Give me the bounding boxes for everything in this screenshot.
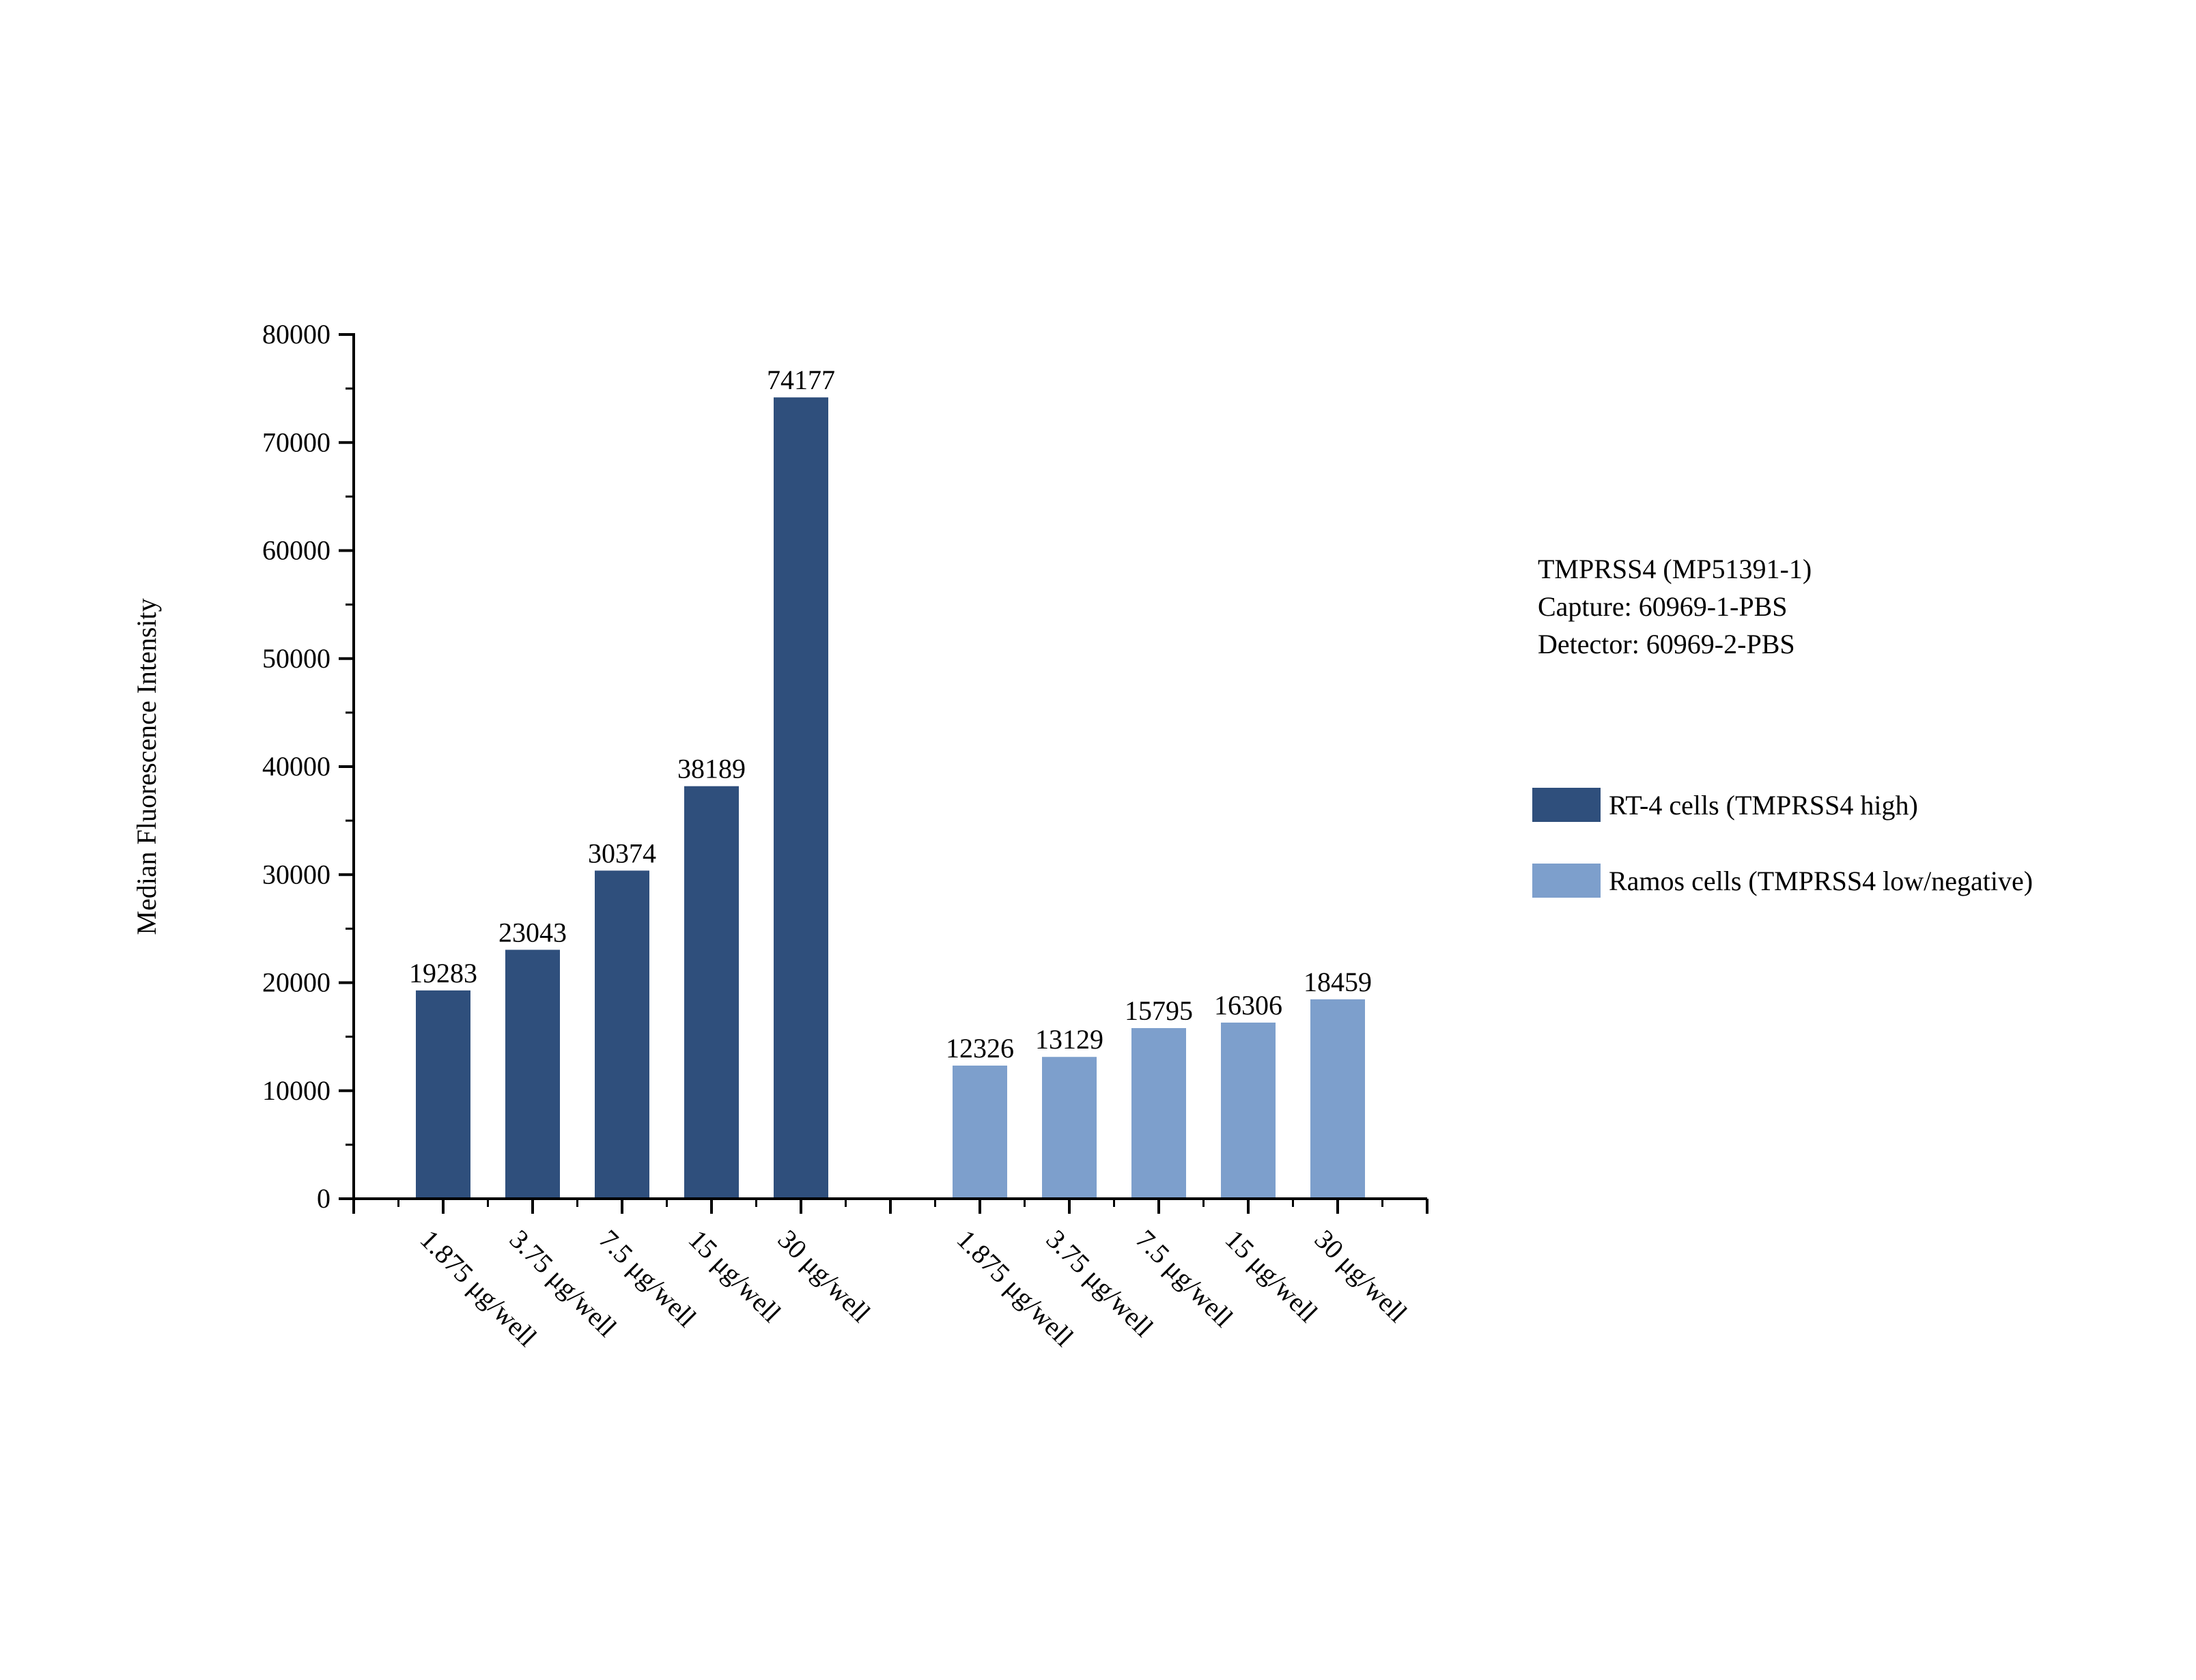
legend-swatch-ramos [1532, 864, 1601, 898]
bar [684, 786, 739, 1199]
annotation-block: TMPRSS4 (MP51391-1) Capture: 60969-1-PBS… [1538, 550, 1812, 663]
x-tick-label: 30 μg/well [772, 1224, 877, 1328]
bar [505, 950, 560, 1199]
bar [1042, 1057, 1097, 1199]
axes-layer: 0 10000 20000 30000 40000 50000 60000 70000 8000… [262, 319, 1428, 1214]
data-label: 74177 [767, 365, 835, 395]
data-label: 16306 [1214, 990, 1282, 1021]
data-label: 19283 [409, 958, 477, 988]
legend-label-ramos: Ramos cells (TMPRSS4 low/negative) [1609, 866, 2033, 896]
data-label: 13129 [1035, 1024, 1103, 1055]
x-tick-label: 30 μg/well [1309, 1224, 1413, 1328]
annotation-line: TMPRSS4 (MP51391-1) [1538, 554, 1812, 584]
y-tick-label: 40000 [262, 751, 330, 782]
data-label: 15795 [1125, 995, 1193, 1026]
annotation-line: Detector: 60969-2-PBS [1538, 629, 1795, 659]
y-tick-label: 0 [317, 1183, 330, 1214]
y-tick-label: 30000 [262, 859, 330, 889]
y-tick-label: 80000 [262, 319, 330, 350]
bar [416, 990, 470, 1199]
value-labels-layer: 19283 23043 30374 38189 74177 12326 13129 15795… [409, 365, 1372, 1064]
y-tick-label: 60000 [262, 535, 330, 566]
bar [774, 397, 828, 1199]
data-label: 23043 [498, 917, 567, 948]
bar [953, 1065, 1007, 1199]
y-tick-label: 50000 [262, 643, 330, 674]
bar [1221, 1022, 1276, 1199]
bar [595, 870, 649, 1199]
bars-layer [416, 397, 1365, 1199]
legend-label-rt4: RT-4 cells (TMPRSS4 high) [1609, 790, 1918, 821]
annotation-line: Capture: 60969-1-PBS [1538, 591, 1788, 622]
y-tick-label: 10000 [262, 1075, 330, 1106]
legend-swatch-rt4 [1532, 788, 1601, 822]
y-axis-label-group: Median Fluorescence Intensity [131, 598, 162, 935]
bar [1310, 999, 1365, 1199]
y-axis-label: Median Fluorescence Intensity [131, 598, 162, 935]
y-tick-label: 20000 [262, 967, 330, 998]
data-label: 18459 [1304, 967, 1372, 997]
data-label: 30374 [588, 838, 656, 868]
y-tick-label: 70000 [262, 427, 330, 457]
bar [1131, 1028, 1186, 1199]
data-label: 12326 [946, 1033, 1014, 1064]
data-label: 38189 [677, 754, 746, 784]
